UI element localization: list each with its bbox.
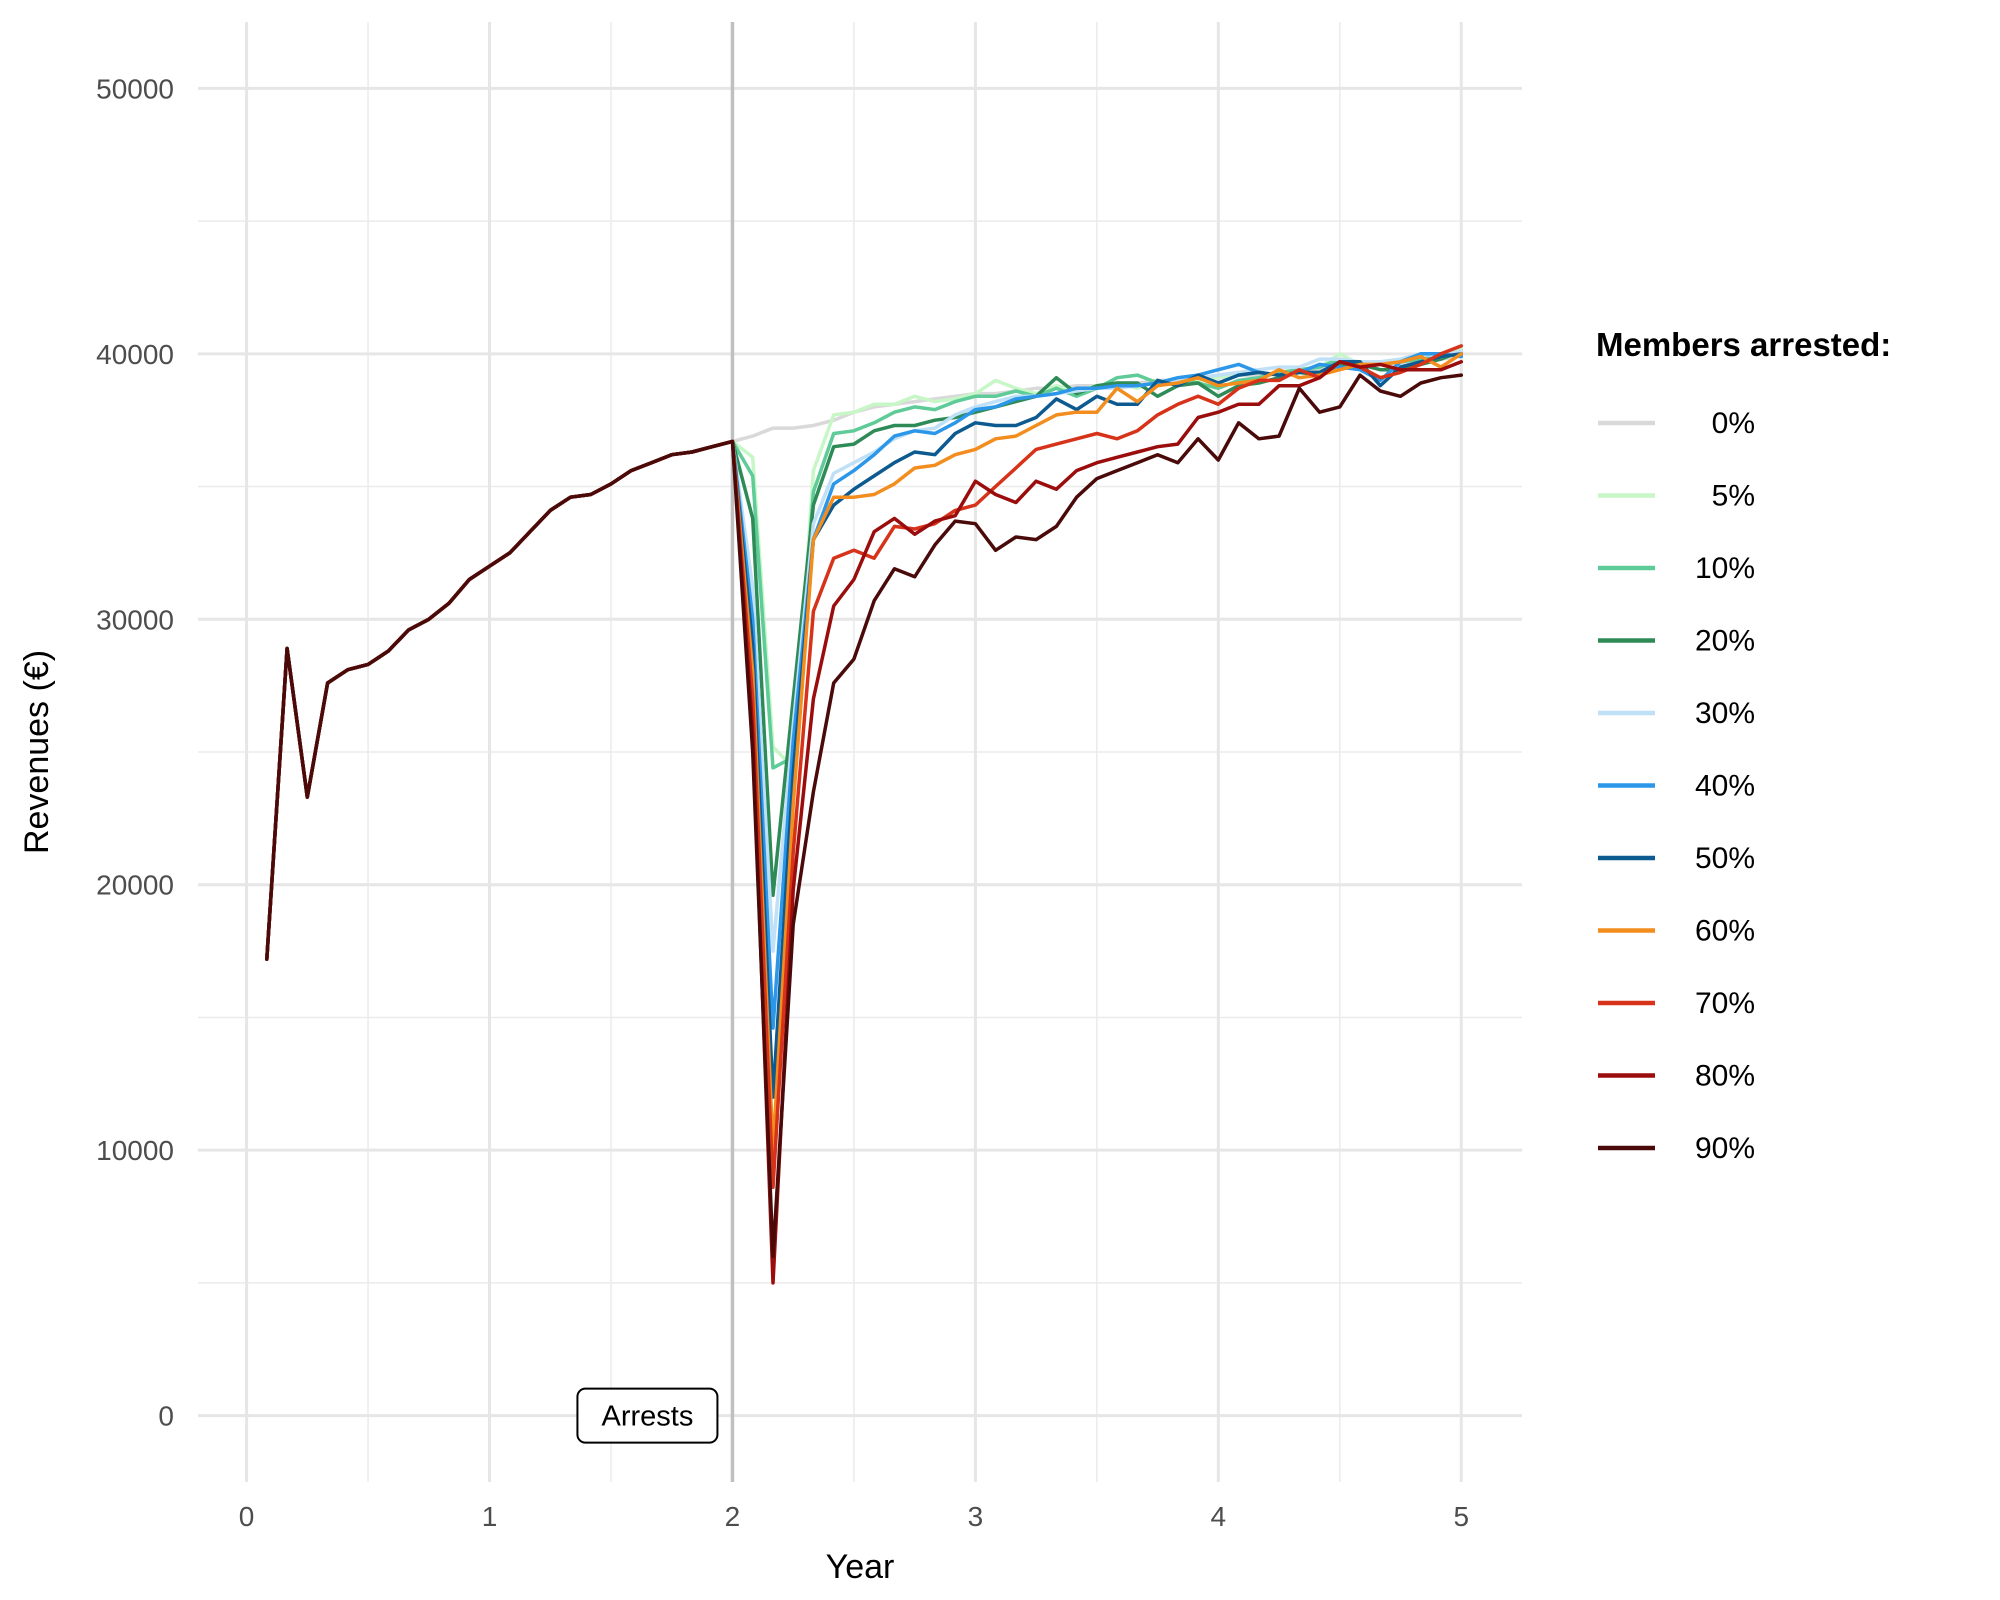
arrests-annotation-box xyxy=(576,1387,719,1444)
y-tick-label: 50000 xyxy=(96,73,174,104)
x-axis-title: Year xyxy=(826,1548,895,1586)
series-line-5pct xyxy=(265,346,1464,961)
legend-label-70pct: 70% xyxy=(1695,987,1755,1020)
arrests-annotation: Arrests xyxy=(576,1387,719,1444)
legend-label-50pct: 50% xyxy=(1695,842,1755,875)
x-tick-label: 2 xyxy=(725,1501,741,1532)
y-tick-label: 0 xyxy=(158,1401,174,1432)
y-tick-label: 40000 xyxy=(96,339,174,370)
legend-label-10pct: 10% xyxy=(1695,552,1755,585)
y-tick-label: 10000 xyxy=(96,1135,174,1166)
arrests-annotation-label: Arrests xyxy=(602,1401,694,1433)
series-lines xyxy=(265,344,1464,1285)
series-line-20pct xyxy=(265,349,1464,961)
legend-items: 0% 5% 10% 20% 30% 40% 50% 60% 70% 80% 90% xyxy=(1598,407,1755,1165)
y-tick-label: 20000 xyxy=(96,870,174,901)
y-tick-label: 30000 xyxy=(96,604,174,635)
series-line-70pct xyxy=(265,344,1464,1190)
legend-title: Members arrested: xyxy=(1596,326,1891,363)
minor-gridlines xyxy=(198,22,1522,1482)
series-line-0pct xyxy=(265,354,1464,961)
x-axis-tick-labels: 0 1 2 3 4 5 xyxy=(239,1501,1469,1532)
y-axis-tick-labels: 0 10000 20000 30000 40000 50000 xyxy=(96,73,174,1431)
x-tick-label: 1 xyxy=(482,1501,498,1532)
series-line-30pct xyxy=(265,349,1464,961)
series-line-80pct xyxy=(265,360,1464,1285)
series-line-50pct xyxy=(265,352,1464,1099)
legend-label-60pct: 60% xyxy=(1695,915,1755,948)
x-tick-label: 5 xyxy=(1453,1501,1469,1532)
series-line-10pct xyxy=(265,352,1464,961)
legend-label-20pct: 20% xyxy=(1695,625,1755,658)
series-line-90pct xyxy=(265,373,1464,1259)
legend-label-40pct: 40% xyxy=(1695,770,1755,803)
legend-label-5pct: 5% xyxy=(1712,480,1755,513)
major-gridlines xyxy=(198,22,1522,1482)
series-line-40pct xyxy=(265,352,1464,1030)
x-tick-label: 4 xyxy=(1211,1501,1227,1532)
y-axis-title: Revenues (€) xyxy=(18,650,56,854)
legend-label-90pct: 90% xyxy=(1695,1132,1755,1165)
x-tick-label: 3 xyxy=(968,1501,984,1532)
legend-label-0pct: 0% xyxy=(1712,407,1755,440)
legend-label-30pct: 30% xyxy=(1695,697,1755,730)
x-tick-label: 0 xyxy=(239,1501,255,1532)
legend: Members arrested: 0% 5% 10% 20% 30% 40% 50% 60%… xyxy=(1596,326,1891,1165)
legend-label-80pct: 80% xyxy=(1695,1060,1755,1093)
